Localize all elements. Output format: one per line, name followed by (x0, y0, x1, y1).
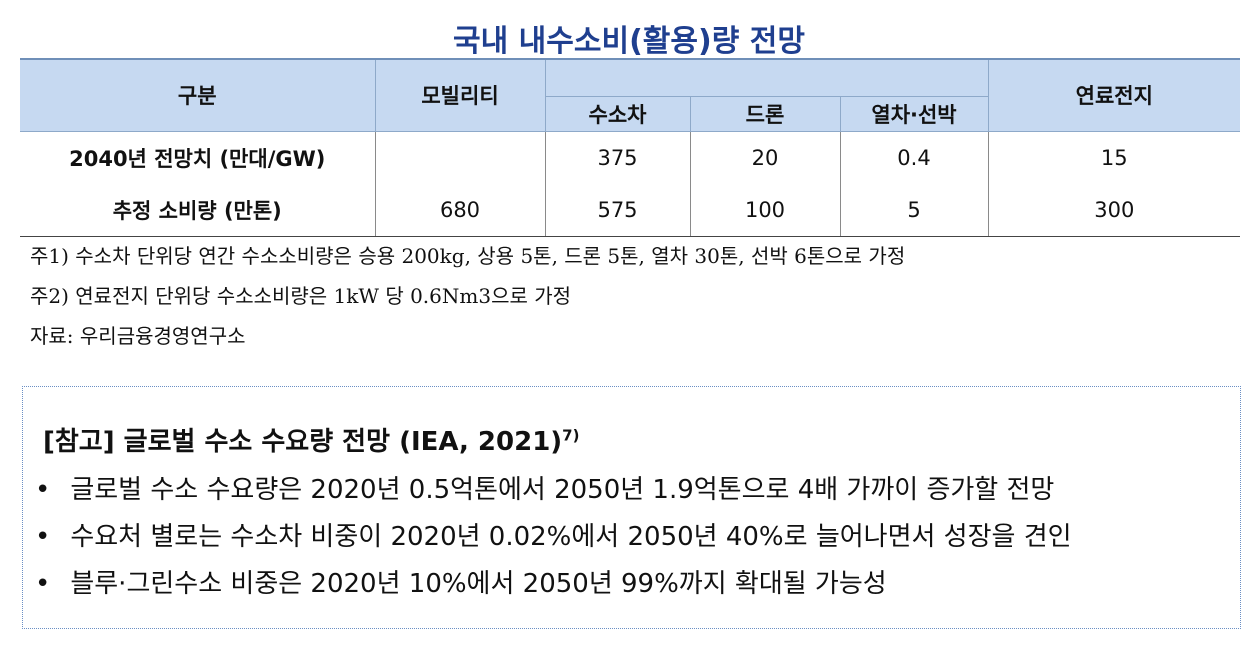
cell: 20 (689, 131, 841, 184)
note: 주1) 수소차 단위당 연간 수소소비량은 승용 200kg, 상용 5톤, 드… (30, 244, 906, 268)
cell: 5 (839, 183, 989, 237)
subheader-cell: 수소차 (544, 95, 691, 132)
cell: 15 (987, 131, 1241, 184)
forecast-table: 구분 모빌리티 연료전지 수소차 드론 열차·선박 2040년 전망치 (만대/… (20, 58, 1241, 237)
cell: 375 (544, 131, 691, 184)
row-label: 추정 소비량 (만톤) (20, 183, 376, 237)
notes: 주1) 수소차 단위당 연간 수소소비량은 승용 200kg, 상용 5톤, 드… (30, 236, 905, 356)
cell: 300 (987, 183, 1241, 237)
reference-title: [참고] 글로벌 수소 수요량 전망 (IEA, 2021)7) (43, 421, 579, 458)
subheader-cell: 드론 (689, 95, 841, 132)
bullet: 수요처 별로는 수소차 비중이 2020년 0.02%에서 2050년 40%로… (35, 514, 1071, 561)
header-cell: 모빌리티 (374, 58, 546, 132)
header-cell (544, 58, 989, 97)
table-row: 2040년 전망치 (만대/GW) 375 20 0.4 15 (20, 131, 1241, 184)
source: 자료: 우리금융경영연구소 (30, 324, 246, 348)
cell: 575 (544, 183, 691, 237)
reference-box: [참고] 글로벌 수소 수요량 전망 (IEA, 2021)7) 글로벌 수소 … (22, 386, 1241, 629)
footnote-mark: 7) (562, 426, 580, 445)
title: 국내 내수소비(활용)량 전망 (453, 24, 805, 59)
cell: 680 (374, 183, 546, 237)
bullet: 블루·그린수소 비중은 2020년 10%에서 2050년 99%까지 확대될 … (35, 561, 1072, 608)
header-cell: 연료전지 (987, 58, 1241, 132)
header-cell: 구분 (20, 58, 376, 132)
cell: 100 (689, 183, 841, 237)
subheader-cell: 열차·선박 (839, 95, 989, 132)
row-label: 2040년 전망치 (만대/GW) (20, 131, 376, 184)
note: 주2) 연료전지 단위당 수소소비량은 1kW 당 0.6Nm3으로 가정 (30, 284, 572, 308)
cell (374, 131, 546, 184)
cell: 0.4 (839, 131, 989, 184)
bullet-list: 글로벌 수소 수요량은 2020년 0.5억톤에서 2050년 1.9억톤으로 … (35, 467, 1072, 608)
table-row: 추정 소비량 (만톤) 680 575 100 5 300 (20, 183, 1241, 237)
bullet: 글로벌 수소 수요량은 2020년 0.5억톤에서 2050년 1.9억톤으로 … (35, 467, 1072, 514)
reference-title-text: [참고] 글로벌 수소 수요량 전망 (IEA, 2021) (43, 427, 563, 457)
